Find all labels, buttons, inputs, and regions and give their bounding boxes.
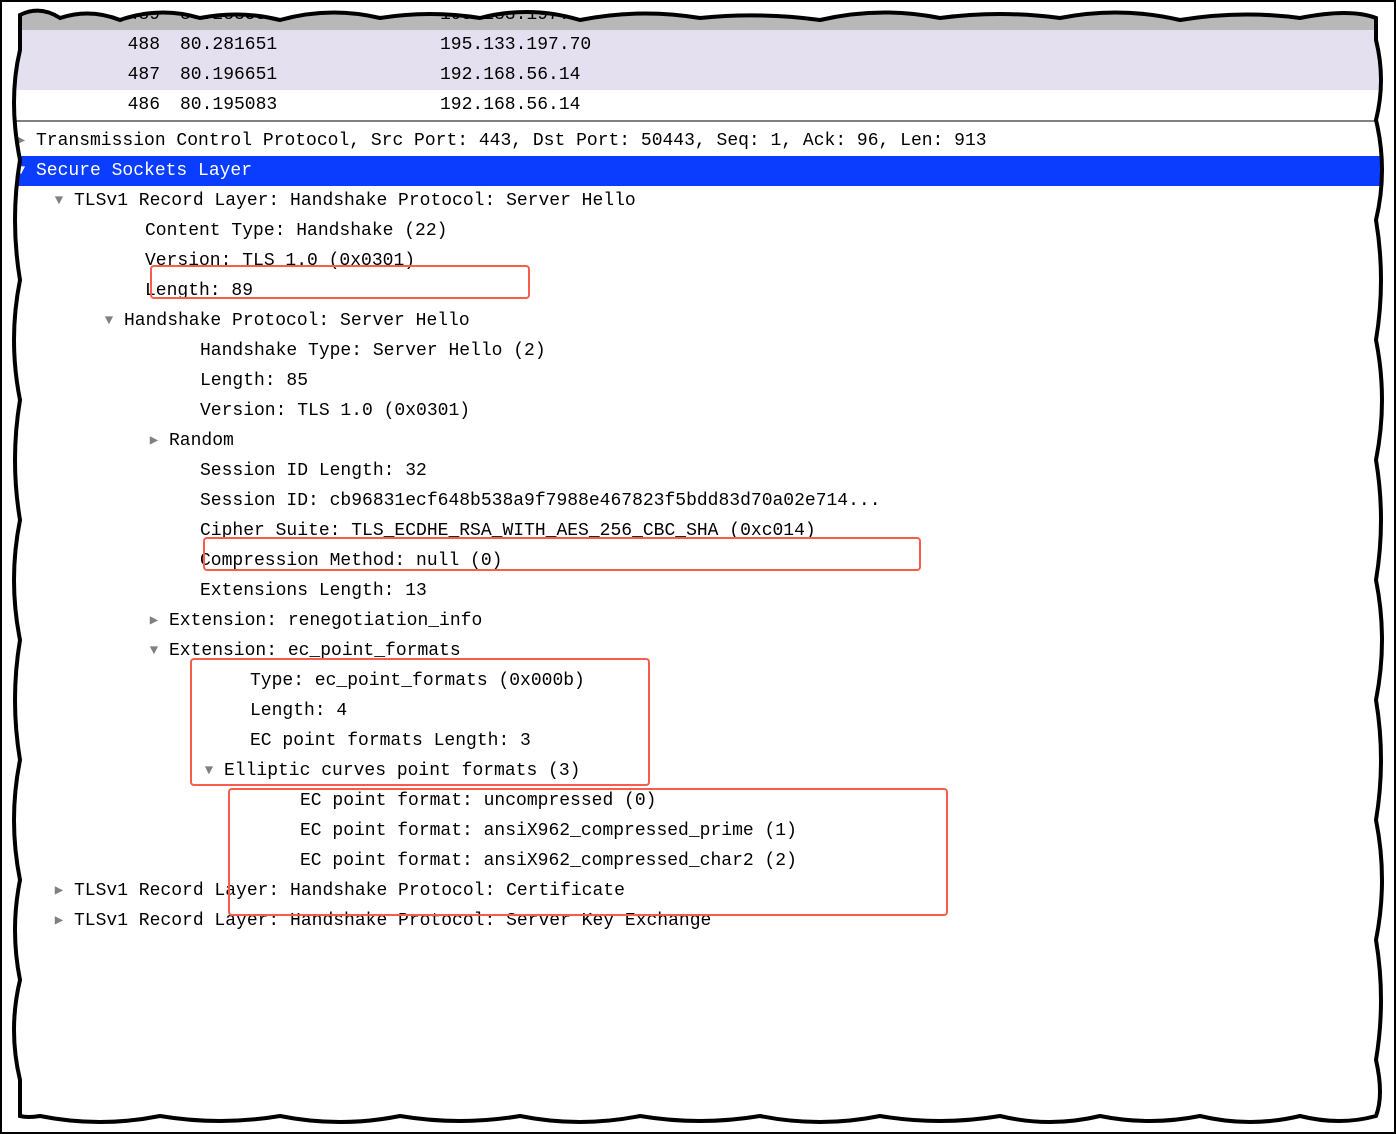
tree-label: Content Type: Handshake (22): [145, 216, 447, 246]
packet-row[interactable]: 486 80.195083 192.168.56.14: [0, 90, 1396, 120]
tree-item[interactable]: Extensions Length: 13: [0, 576, 1396, 606]
tree-item[interactable]: Version: TLS 1.0 (0x0301): [0, 396, 1396, 426]
tree-item-ssl[interactable]: ▼ Secure Sockets Layer: [0, 156, 1396, 186]
tree-label: Length: 89: [145, 276, 253, 306]
chevron-down-icon[interactable]: ▼: [50, 186, 68, 216]
packet-src: 192.168.56.14: [440, 60, 840, 90]
tree-item-ext-ecpf[interactable]: ▼ Extension: ec_point_formats: [0, 636, 1396, 666]
tree-label: Handshake Type: Server Hello (2): [200, 336, 546, 366]
tree-item[interactable]: EC point format: ansiX962_compressed_cha…: [0, 846, 1396, 876]
packet-row[interactable]: 487 80.196651 192.168.56.14: [0, 60, 1396, 90]
tree-item-ecpf-list[interactable]: ▼ Elliptic curves point formats (3): [0, 756, 1396, 786]
packet-row[interactable]: 489 80.283550 195.133.197.70: [0, 0, 1396, 30]
tree-label: Extension: renegotiation_info: [169, 606, 482, 636]
packet-time: 80.195083: [180, 90, 440, 120]
packet-no: 487: [0, 60, 180, 90]
chevron-right-icon[interactable]: ▶: [50, 906, 68, 936]
tree-label: Random: [169, 426, 234, 456]
tree-item[interactable]: Length: 4: [0, 696, 1396, 726]
tree-label: TLSv1 Record Layer: Handshake Protocol: …: [74, 876, 625, 906]
chevron-down-icon[interactable]: ▼: [145, 636, 163, 666]
tree-label: Length: 85: [200, 366, 308, 396]
packet-list: 489 80.283550 195.133.197.70 488 80.2816…: [0, 0, 1396, 122]
tree-label: Elliptic curves point formats (3): [224, 756, 580, 786]
tree-label: Length: 4: [250, 696, 347, 726]
tree-label: Extension: ec_point_formats: [169, 636, 461, 666]
tree-item-tcp[interactable]: ▶ Transmission Control Protocol, Src Por…: [0, 126, 1396, 156]
packet-src: 195.133.197.70: [440, 30, 840, 60]
tree-item-handshake[interactable]: ▼ Handshake Protocol: Server Hello: [0, 306, 1396, 336]
tree-label: Transmission Control Protocol, Src Port:…: [36, 126, 987, 156]
tree-item[interactable]: EC point format: uncompressed (0): [0, 786, 1396, 816]
tree-label: Cipher Suite: TLS_ECDHE_RSA_WITH_AES_256…: [200, 516, 816, 546]
tree-label: Compression Method: null (0): [200, 546, 502, 576]
packet-no: 486: [0, 90, 180, 120]
chevron-down-icon[interactable]: ▼: [12, 156, 30, 186]
chevron-right-icon[interactable]: ▶: [145, 606, 163, 636]
tree-item[interactable]: EC point format: ansiX962_compressed_pri…: [0, 816, 1396, 846]
chevron-right-icon[interactable]: ▶: [50, 876, 68, 906]
tree-item-cipher[interactable]: Cipher Suite: TLS_ECDHE_RSA_WITH_AES_256…: [0, 516, 1396, 546]
chevron-down-icon[interactable]: ▼: [200, 756, 218, 786]
packet-details-tree: ▶ Transmission Control Protocol, Src Por…: [0, 122, 1396, 936]
tree-item[interactable]: Type: ec_point_formats (0x000b): [0, 666, 1396, 696]
tree-item-random[interactable]: ▶ Random: [0, 426, 1396, 456]
tree-label: Version: TLS 1.0 (0x0301): [200, 396, 470, 426]
tree-item[interactable]: Content Type: Handshake (22): [0, 216, 1396, 246]
tree-item[interactable]: Length: 89: [0, 276, 1396, 306]
tree-item-ext[interactable]: ▶ Extension: renegotiation_info: [0, 606, 1396, 636]
tree-label: EC point format: uncompressed (0): [300, 786, 656, 816]
tree-item[interactable]: Session ID Length: 32: [0, 456, 1396, 486]
tree-label: Secure Sockets Layer: [36, 156, 252, 186]
tree-item-record[interactable]: ▶ TLSv1 Record Layer: Handshake Protocol…: [0, 876, 1396, 906]
tree-label: Session ID: cb96831ecf648b538a9f7988e467…: [200, 486, 881, 516]
tree-item-record[interactable]: ▼ TLSv1 Record Layer: Handshake Protocol…: [0, 186, 1396, 216]
packet-no: 488: [0, 30, 180, 60]
packet-time: 80.196651: [180, 60, 440, 90]
tree-item[interactable]: Compression Method: null (0): [0, 546, 1396, 576]
tree-label: EC point format: ansiX962_compressed_cha…: [300, 846, 797, 876]
packet-row[interactable]: 488 80.281651 195.133.197.70: [0, 30, 1396, 60]
packet-no: 489: [0, 0, 180, 30]
tree-label: Extensions Length: 13: [200, 576, 427, 606]
tree-label: Type: ec_point_formats (0x000b): [250, 666, 585, 696]
tree-label: Session ID Length: 32: [200, 456, 427, 486]
tree-item-record[interactable]: ▶ TLSv1 Record Layer: Handshake Protocol…: [0, 906, 1396, 936]
chevron-down-icon[interactable]: ▼: [100, 306, 118, 336]
packet-time: 80.281651: [180, 30, 440, 60]
tree-item[interactable]: EC point formats Length: 3: [0, 726, 1396, 756]
chevron-right-icon[interactable]: ▶: [12, 126, 30, 156]
tree-item[interactable]: Length: 85: [0, 366, 1396, 396]
packet-src: 195.133.197.70: [440, 0, 840, 30]
tree-label: TLSv1 Record Layer: Handshake Protocol: …: [74, 906, 711, 936]
tree-label: Version: TLS 1.0 (0x0301): [145, 246, 415, 276]
tree-label: EC point formats Length: 3: [250, 726, 531, 756]
packet-src: 192.168.56.14: [440, 90, 840, 120]
tree-label: EC point format: ansiX962_compressed_pri…: [300, 816, 797, 846]
tree-item-version[interactable]: Version: TLS 1.0 (0x0301): [0, 246, 1396, 276]
tree-label: Handshake Protocol: Server Hello: [124, 306, 470, 336]
tree-item[interactable]: Handshake Type: Server Hello (2): [0, 336, 1396, 366]
tree-label: TLSv1 Record Layer: Handshake Protocol: …: [74, 186, 636, 216]
tree-item[interactable]: Session ID: cb96831ecf648b538a9f7988e467…: [0, 486, 1396, 516]
chevron-right-icon[interactable]: ▶: [145, 426, 163, 456]
packet-time: 80.283550: [180, 0, 440, 30]
